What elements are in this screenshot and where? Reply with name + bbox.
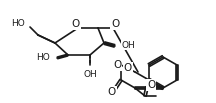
Text: OH: OH bbox=[83, 70, 97, 79]
Text: O: O bbox=[147, 80, 155, 90]
Text: OH: OH bbox=[122, 40, 136, 50]
Text: O: O bbox=[111, 19, 119, 29]
Text: HO: HO bbox=[36, 53, 50, 61]
Text: O: O bbox=[108, 87, 116, 97]
Text: O: O bbox=[113, 60, 121, 70]
Text: O: O bbox=[124, 63, 132, 73]
Text: O: O bbox=[72, 19, 80, 29]
Text: HO: HO bbox=[11, 19, 25, 28]
